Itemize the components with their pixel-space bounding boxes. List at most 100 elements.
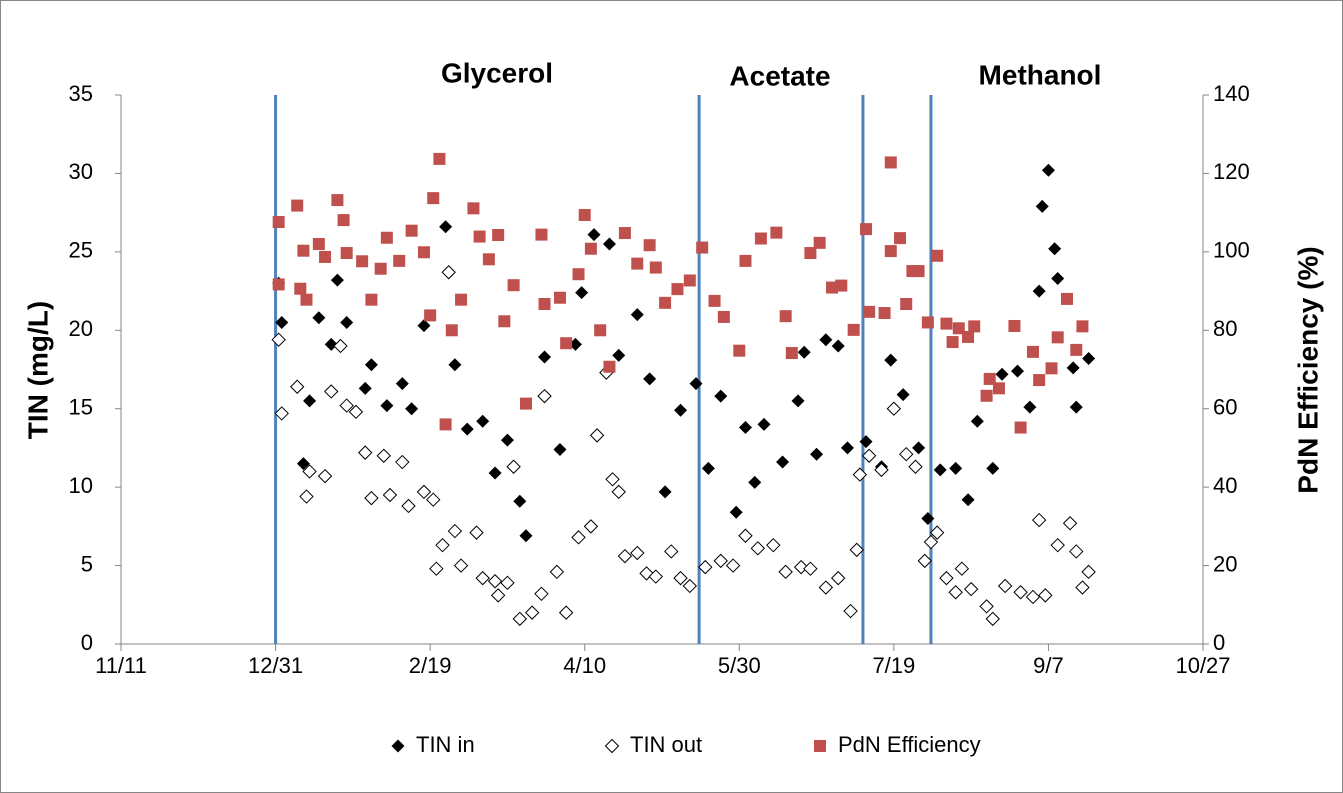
marker [963,581,979,597]
marker [921,512,935,526]
marker [618,227,631,240]
marker [1076,320,1089,333]
marker [519,397,532,410]
marker [553,442,567,456]
marker [297,244,310,257]
marker [571,530,586,545]
marker [878,307,891,320]
marker [659,296,672,309]
marker [534,586,549,602]
marker [330,273,344,287]
marker [331,194,344,207]
marker [602,237,616,251]
y-tick-label: 35 [69,81,93,106]
marker [538,298,551,311]
marker [364,358,378,372]
marker [852,467,868,482]
marker [1014,421,1027,434]
marker [962,330,975,343]
marker [467,202,480,215]
marker [500,575,515,591]
marker [1060,292,1073,305]
marker [1051,331,1064,344]
marker [1038,588,1053,603]
marker [1075,580,1090,595]
marker [611,484,626,500]
marker [917,553,932,569]
x-tick-label: 10/27 [1175,653,1230,678]
marker [395,377,409,391]
marker [886,401,902,416]
marker [553,291,566,304]
marker [538,350,552,364]
marker [1045,362,1058,375]
marker [908,459,923,474]
marker [382,487,398,503]
marker [929,525,945,540]
marker [312,238,325,251]
marker [861,448,877,463]
marker [429,561,444,576]
marker [492,228,505,241]
marker [713,553,728,569]
marker [643,239,656,252]
marker [940,317,953,330]
marker [791,394,805,408]
marker [649,261,662,274]
marker [900,298,913,311]
marker [447,523,463,539]
marker [424,309,437,322]
marker [968,320,981,333]
marker [575,286,589,300]
marker [1051,272,1065,286]
marker [337,214,350,227]
marker [757,417,771,431]
marker [860,223,873,236]
marker [340,247,353,260]
marker [793,559,809,575]
marker [290,379,305,394]
x-tick-label: 4/10 [563,653,606,678]
marker [997,578,1013,594]
marker [300,293,313,306]
marker [560,337,573,350]
marker [469,525,484,540]
marker [1032,284,1046,298]
marker [1066,361,1080,375]
marker [535,228,548,241]
marker [1069,544,1084,559]
marker [674,403,688,417]
marker [426,492,441,507]
marker [303,394,317,408]
marker [698,559,713,575]
marker [766,537,781,553]
marker [439,220,453,234]
marker [558,605,574,620]
marker [589,428,605,443]
marker [931,249,944,262]
marker [416,484,432,500]
marker [584,242,597,255]
marker [939,570,954,586]
marker [983,372,996,385]
marker [1035,199,1049,213]
marker [612,348,626,362]
marker [393,254,406,267]
marker [948,585,963,600]
marker [568,337,582,351]
marker [274,406,289,421]
marker [819,333,833,347]
marker [317,468,333,484]
marker [395,454,410,470]
legend-marker [604,738,620,754]
y-tick-label: 20 [69,316,93,341]
marker [658,485,672,499]
marker [643,372,657,386]
legend-label: TIN in [416,732,475,757]
y-tick-label: 15 [69,395,93,420]
legend-marker [814,740,826,752]
y-tick-label: 0 [81,630,93,655]
marker [863,305,876,318]
marker [417,319,431,333]
